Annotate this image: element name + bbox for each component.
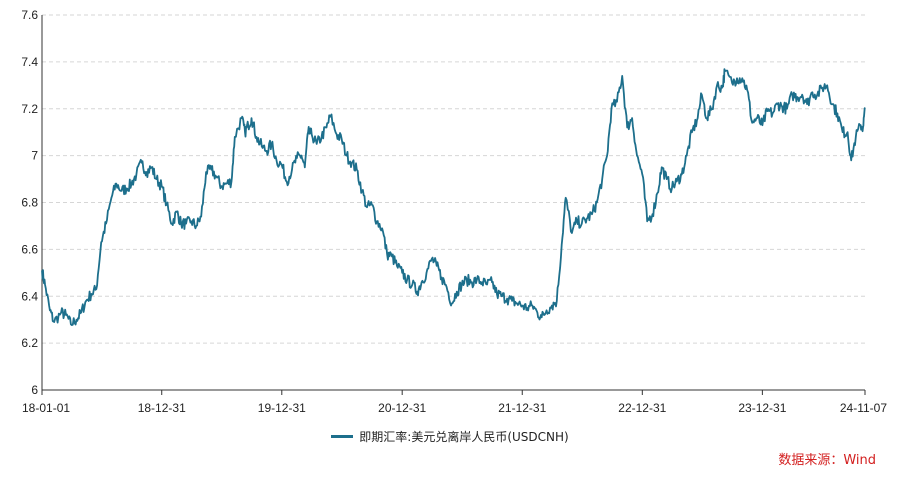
axes [41,15,865,391]
x-tick-label: 22-12-31 [618,401,666,415]
x-axis-ticks: 18-01-01 18-12-31 19-12-31 20-12-31 21-12-31… [22,390,887,415]
usdcnh-line-chart: 6 6.2 6.4 6.6 6.8 7 7.2 7.4 7.6 18-01-01 18-12-31… [21,8,887,415]
y-tick-label: 6.4 [21,289,38,303]
legend: 即期汇率:美元兑离岸人民币(USDCNH) [0,428,900,445]
y-tick-label: 6.8 [21,196,38,210]
x-tick-label: 19-12-31 [258,401,306,415]
y-tick-label: 7.6 [21,8,38,22]
y-axis-ticks: 6 6.2 6.4 6.6 6.8 7 7.2 7.4 7.6 [21,8,38,397]
legend-swatch [331,435,354,438]
y-tick-label: 7.2 [21,102,38,116]
x-tick-label: 20-12-31 [378,401,426,415]
grid-lines [42,14,865,344]
y-tick-label: 6.2 [21,336,38,350]
y-tick-label: 6.6 [21,242,38,256]
x-tick-label: 18-01-01 [22,401,70,415]
data-source-note: 数据来源：Wind [778,453,876,468]
x-tick-label: 18-12-31 [138,401,186,415]
series-line-usdcnh [41,68,866,326]
y-tick-label: 6 [31,383,38,397]
legend-label: 即期汇率:美元兑离岸人民币(USDCNH) [359,430,569,444]
y-tick-label: 7 [31,149,38,163]
x-tick-label: 24-11-07 [840,401,887,415]
y-tick-label: 7.4 [21,55,38,69]
x-tick-label: 21-12-31 [498,401,546,415]
x-tick-label: 23-12-31 [738,401,786,415]
